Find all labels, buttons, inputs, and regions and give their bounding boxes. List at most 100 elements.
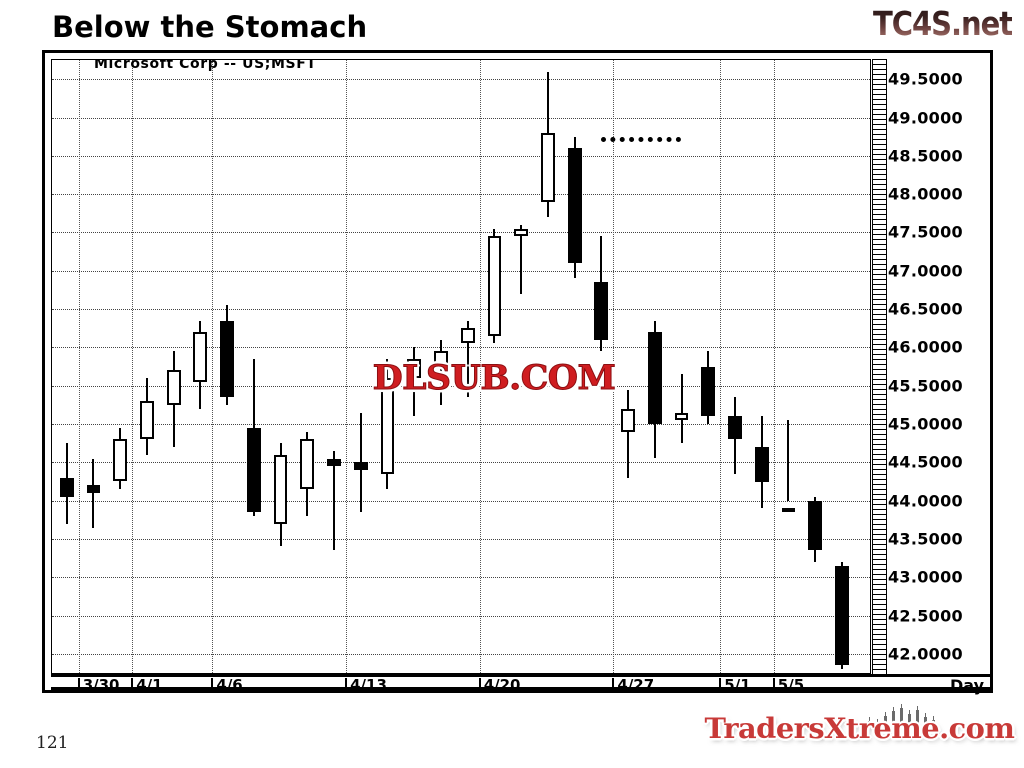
candle-13 [407, 60, 422, 673]
candle-body-up [781, 508, 796, 513]
candle-body-down [327, 458, 341, 467]
gridline-h-3 [52, 194, 870, 196]
skyline-wick-0 [869, 717, 870, 721]
candle-wick [92, 458, 95, 528]
candle-body-up [514, 228, 529, 237]
candle-body-down [647, 332, 662, 424]
gridline-h-4 [52, 232, 870, 234]
price-tick-label-11: 44.0000 [888, 491, 963, 511]
candle-0 [59, 60, 74, 673]
gridline-h-5 [52, 270, 870, 272]
skyline-bar-1 [876, 723, 879, 728]
candle-24 [701, 60, 716, 673]
price-tick-label-3: 48.0000 [888, 184, 963, 204]
skyline-bar-3 [892, 711, 895, 728]
gridline-h-13 [52, 577, 870, 579]
skyline-wick-8 [933, 716, 934, 720]
price-tick-label-9: 45.0000 [888, 414, 963, 434]
candle-6 [220, 60, 234, 673]
candle-1 [86, 60, 101, 673]
skyline-bar-7 [924, 717, 927, 728]
page-title: Below the Stomach [52, 10, 368, 44]
series-title: Microsoft Corp -- US;MSFT [94, 59, 317, 72]
gridline-h-14 [52, 615, 870, 617]
date-tick-label-2: 4/6 [211, 678, 243, 693]
candle-4 [166, 60, 181, 673]
candle-wick [787, 420, 790, 501]
gridline-v-1 [132, 60, 134, 673]
candle-wick [627, 389, 630, 478]
candle-22 [647, 60, 662, 673]
gridline-v-7 [773, 60, 775, 673]
candle-body-up [113, 439, 128, 482]
tc4s-brand-logo: TC4S.net [872, 4, 1013, 43]
page-number: 121 [36, 733, 69, 753]
skyline-bar-0 [868, 721, 871, 728]
date-tick-label-6: 5/1 [719, 678, 751, 693]
price-tick-label-1: 49.0000 [888, 108, 963, 127]
candle-wick [520, 224, 523, 294]
candle-body-down [835, 565, 849, 666]
skyline-bar-5 [908, 714, 911, 728]
candle-29 [835, 60, 849, 673]
candle-body-up [407, 358, 422, 378]
candle-body-down [59, 477, 74, 497]
price-axis: 49.5000 49.0000 48.5000 48.0000 47.5000 47.00… [872, 59, 990, 674]
tradersxtreme-logo-wrap: TradersXtreme.com [705, 704, 1015, 756]
candle-body-up [540, 132, 555, 202]
candle-15 [460, 60, 475, 673]
date-tick-label-3: 4/13 [345, 678, 387, 693]
price-tick-label-5: 47.0000 [888, 261, 963, 281]
candle-wick [333, 450, 336, 551]
candle-wick [466, 320, 469, 398]
candlestick-skyline-icon [866, 704, 940, 728]
candle-body-down [701, 366, 716, 417]
price-tick-label-10: 44.5000 [888, 452, 963, 472]
candle-19 [567, 60, 582, 673]
skyline-wick-3 [893, 707, 894, 711]
gridline-v-5 [613, 60, 615, 673]
candle-body-down [246, 427, 261, 513]
price-tick-label-13: 43.0000 [888, 567, 963, 587]
candle-body-down [220, 320, 234, 398]
skyline-bar-6 [916, 710, 919, 728]
gridline-h-7 [52, 347, 870, 349]
candle-body-up [621, 408, 635, 432]
date-tick-label-0: 3/30 [77, 678, 119, 693]
candle-12 [380, 60, 395, 673]
candle-wick [680, 374, 683, 444]
candle-body-down [754, 447, 769, 482]
date-tick-label-4: 4/20 [478, 678, 520, 693]
candle-14 [434, 60, 448, 673]
price-tick-label-7: 46.0000 [888, 337, 963, 357]
skyline-wick-5 [909, 710, 910, 714]
skyline-wick-7 [925, 713, 926, 717]
candle-5 [193, 60, 208, 673]
gridline-h-12 [52, 538, 870, 540]
candle-body-down [728, 416, 742, 440]
candle-body-up [674, 412, 689, 421]
gridline-h-2 [52, 155, 870, 157]
date-axis: 3/30 4/1 4/6 4/13 4/20 4/27 5/1 5/5 Day [51, 674, 990, 694]
candle-2 [113, 60, 128, 673]
gridline-h-6 [52, 309, 870, 310]
candle-7 [246, 60, 261, 673]
price-tick-label-2: 48.5000 [888, 146, 963, 166]
gridline-h-8 [52, 385, 870, 387]
candle-body-down [594, 282, 609, 340]
chart-frame: Microsoft Corp -- US;MSFT 49.5000 49.0000… [42, 50, 993, 694]
resistance-level-annotation [601, 136, 682, 142]
skyline-bar-4 [900, 708, 903, 728]
candle-body-up [434, 351, 448, 367]
candlestick-plot-area[interactable]: Microsoft Corp -- US;MSFT [51, 59, 871, 674]
candle-wick [439, 339, 442, 405]
tradersxtreme-brand-logo: TradersXtreme.com [704, 712, 1015, 745]
price-tick-label-15: 42.0000 [888, 644, 963, 664]
candle-20 [594, 60, 609, 673]
candle-16 [487, 60, 502, 673]
candle-body-up [300, 439, 315, 490]
candle-body-down [808, 500, 823, 551]
candle-27 [781, 60, 796, 673]
candle-body-up [273, 454, 288, 524]
candle-3 [139, 60, 154, 673]
